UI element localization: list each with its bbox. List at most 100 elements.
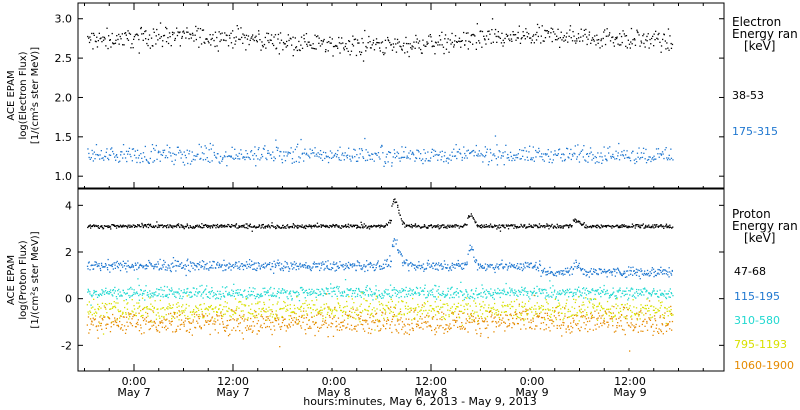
data-point xyxy=(182,292,184,294)
data-point xyxy=(546,292,548,294)
data-point xyxy=(484,156,486,158)
data-point xyxy=(526,265,528,267)
data-point xyxy=(609,312,612,314)
data-point xyxy=(311,288,313,291)
data-point xyxy=(559,271,561,273)
data-point xyxy=(315,266,317,268)
data-point xyxy=(640,40,642,42)
data-point xyxy=(489,33,491,35)
data-point xyxy=(501,155,503,157)
data-point xyxy=(626,287,628,289)
data-point xyxy=(404,289,406,292)
data-point xyxy=(554,298,556,300)
data-point xyxy=(506,293,508,296)
data-point xyxy=(481,305,483,307)
data-point xyxy=(494,271,496,274)
data-point xyxy=(411,292,413,295)
data-point xyxy=(395,289,398,291)
data-point xyxy=(452,293,455,295)
data-point xyxy=(429,266,431,268)
data-point xyxy=(553,311,555,313)
data-point xyxy=(480,227,483,229)
data-point xyxy=(505,144,507,146)
data-point xyxy=(132,293,134,296)
data-point xyxy=(361,291,363,293)
data-point xyxy=(203,153,205,155)
data-point xyxy=(416,149,418,151)
data-point xyxy=(187,287,189,290)
data-point xyxy=(562,272,564,275)
data-point xyxy=(156,226,159,229)
data-point xyxy=(405,225,408,227)
data-point xyxy=(124,32,126,35)
data-point xyxy=(224,301,226,303)
data-point xyxy=(660,266,662,268)
data-point xyxy=(584,292,586,294)
data-point xyxy=(177,223,180,225)
data-point xyxy=(240,153,243,155)
data-point xyxy=(403,313,405,315)
data-point xyxy=(480,292,482,294)
data-point xyxy=(364,29,366,32)
data-point xyxy=(668,276,670,278)
data-point xyxy=(300,266,302,268)
data-point xyxy=(637,224,639,226)
data-point xyxy=(583,297,585,299)
data-point xyxy=(657,148,660,150)
data-point xyxy=(644,226,646,228)
data-point xyxy=(419,157,421,160)
data-point xyxy=(494,291,496,293)
data-point xyxy=(453,225,455,227)
data-point xyxy=(181,224,183,226)
data-point xyxy=(335,44,337,47)
data-point xyxy=(203,226,205,228)
data-point xyxy=(255,262,257,264)
data-point xyxy=(341,265,343,267)
data-point xyxy=(360,312,363,314)
data-point xyxy=(318,42,320,44)
data-point xyxy=(477,226,479,228)
data-point xyxy=(545,299,547,301)
data-point xyxy=(416,266,418,268)
data-point xyxy=(604,155,606,157)
data-point xyxy=(236,306,238,308)
data-point xyxy=(305,224,307,227)
data-point xyxy=(586,312,588,314)
data-point xyxy=(437,269,439,271)
data-point xyxy=(551,223,553,226)
data-point xyxy=(609,225,611,227)
data-point xyxy=(108,293,110,295)
data-point xyxy=(489,148,491,151)
data-point xyxy=(524,147,526,149)
data-point xyxy=(190,265,193,267)
data-point xyxy=(153,266,155,268)
data-point xyxy=(339,292,341,294)
data-point xyxy=(521,269,524,272)
data-point xyxy=(306,266,309,268)
data-point xyxy=(585,160,587,162)
data-point xyxy=(325,224,327,227)
data-point xyxy=(571,273,573,275)
data-point xyxy=(431,40,433,42)
data-point xyxy=(113,43,115,45)
data-point xyxy=(270,268,272,271)
data-point xyxy=(358,148,361,150)
data-point xyxy=(156,221,158,223)
data-point xyxy=(174,291,177,293)
data-point xyxy=(312,152,314,154)
data-point xyxy=(234,225,236,227)
data-point xyxy=(272,292,274,294)
data-point xyxy=(338,286,340,288)
data-point xyxy=(241,303,243,305)
data-point xyxy=(647,272,650,275)
data-point xyxy=(438,35,441,37)
data-point xyxy=(461,291,463,293)
data-point xyxy=(156,295,158,297)
data-point xyxy=(284,160,287,162)
data-point xyxy=(401,48,403,50)
data-point xyxy=(619,226,621,229)
data-point xyxy=(623,294,625,297)
data-point xyxy=(670,148,672,150)
data-point xyxy=(603,288,605,291)
data-point xyxy=(125,293,127,295)
